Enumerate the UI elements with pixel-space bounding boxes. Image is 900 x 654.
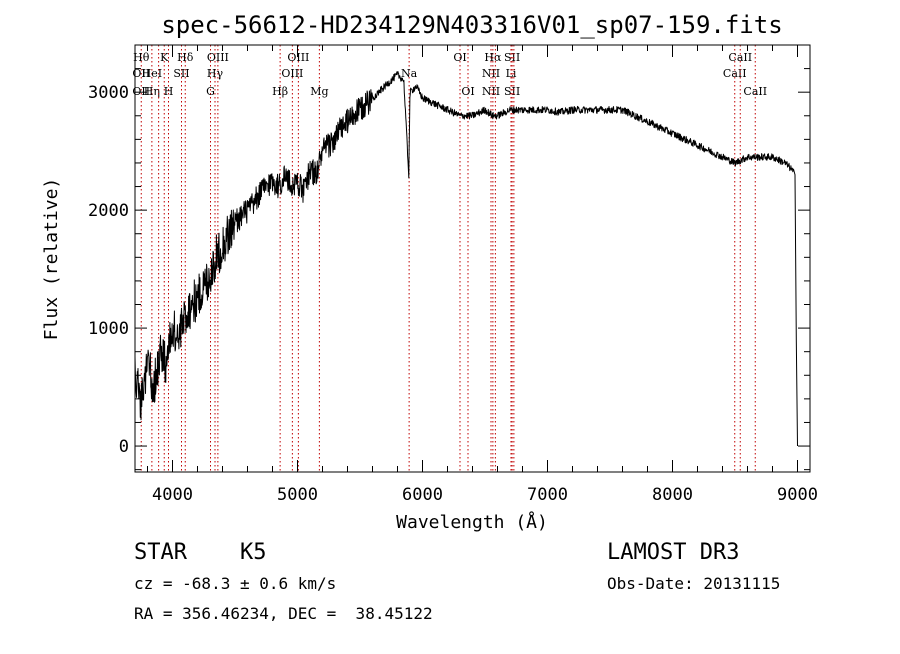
- y-tick-label: 3000: [88, 83, 129, 103]
- line-marker-label: CaII: [723, 67, 747, 80]
- spectrum-line: [134, 71, 798, 447]
- coordinates-text: RA = 356.46234, DEC = 38.45122: [134, 604, 433, 623]
- line-marker-label: SII: [173, 67, 189, 80]
- x-tick-label: 7000: [527, 485, 568, 505]
- x-axis-label: Wavelength (Å): [396, 511, 548, 533]
- x-tick-label: 4000: [152, 485, 193, 505]
- line-marker-label: K: [160, 51, 169, 64]
- line-marker-label: Na: [401, 67, 418, 80]
- line-marker-label: G: [206, 85, 215, 98]
- line-marker-label: H: [164, 85, 174, 98]
- line-marker-layer: HθOIIOIIHeIHηKHSIIHδGHγOIIIHβOIIIOIIIMgN…: [132, 45, 767, 472]
- redshift-text: cz = -68.3 ± 0.6 km/s: [134, 574, 337, 593]
- line-marker-label: SII: [504, 85, 520, 98]
- object-subclass: K5: [240, 540, 267, 565]
- line-marker-label: HeI: [142, 67, 162, 80]
- line-marker-label: OIII: [287, 51, 309, 64]
- y-tick-label: 0: [119, 437, 129, 457]
- line-marker-label: CaII: [728, 51, 752, 64]
- plot-frame: [134, 44, 811, 473]
- line-marker-label: Li: [506, 67, 517, 80]
- chart-title: spec-56612-HD234129N403316V01_sp07-159.f…: [161, 11, 782, 39]
- line-marker-label: Mg: [310, 85, 328, 98]
- y-tick-label: 1000: [88, 319, 129, 339]
- object-class: STAR: [134, 540, 187, 565]
- x-tick-label: 6000: [402, 485, 443, 505]
- line-marker-label: OIII: [207, 51, 229, 64]
- y-axis-label: Flux (relative): [41, 178, 62, 341]
- x-tick-label: 5000: [277, 485, 318, 505]
- line-marker-label: Hα: [484, 51, 502, 64]
- line-marker-label: OI: [453, 51, 466, 64]
- tick-layer: 4000 5000 6000 7000 8000 9000 0 1000 2000 3000: [88, 44, 818, 505]
- x-tick-label: 8000: [652, 485, 693, 505]
- y-tick-label: 2000: [88, 201, 129, 221]
- line-marker-label: OII: [132, 67, 150, 80]
- line-marker-label: Hθ: [133, 51, 150, 64]
- line-marker-label: SII: [504, 51, 520, 64]
- series-layer: [134, 71, 798, 447]
- line-marker-label: Hβ: [272, 85, 288, 98]
- line-marker-label: Hγ: [207, 67, 224, 80]
- line-marker-label: OI: [461, 85, 474, 98]
- obs-date-text: Obs-Date: 20131115: [607, 574, 781, 593]
- line-marker-label: NII: [482, 85, 500, 98]
- survey-name: LAMOST DR3: [607, 540, 740, 565]
- line-marker-label: Hδ: [177, 51, 194, 64]
- line-marker-label: NII: [482, 67, 500, 80]
- line-marker-label: OII: [132, 85, 150, 98]
- line-marker-label: CaII: [743, 85, 767, 98]
- line-marker-label: OIII: [281, 67, 303, 80]
- x-tick-label: 9000: [777, 485, 818, 505]
- line-marker-label: Hη: [144, 85, 160, 98]
